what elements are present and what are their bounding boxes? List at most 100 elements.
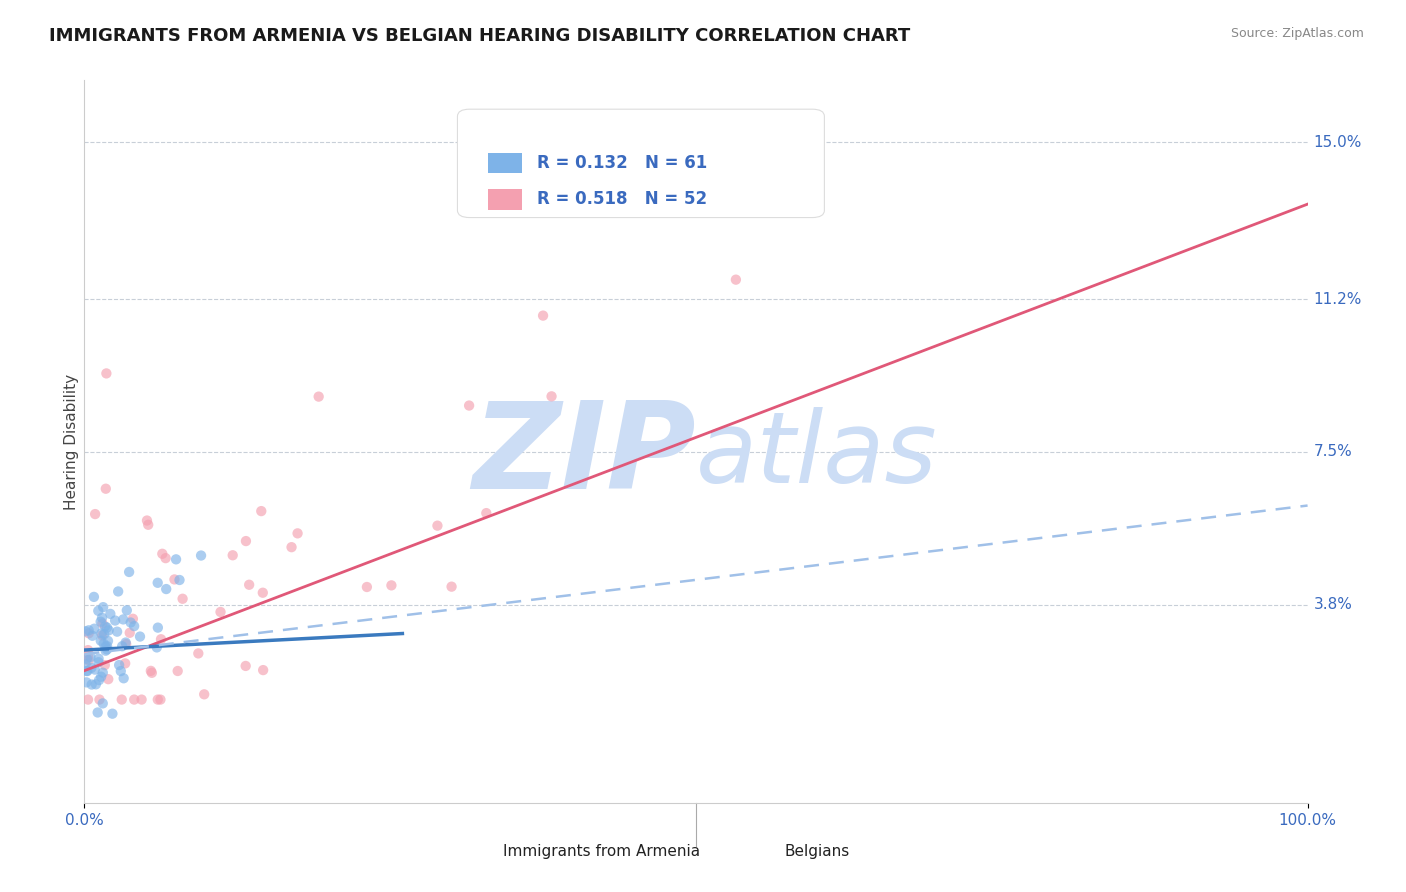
Point xyxy=(77,649,100,664)
Point xyxy=(76,652,98,666)
Point xyxy=(91,600,114,615)
Point xyxy=(112,671,135,685)
Point xyxy=(115,603,138,617)
Point xyxy=(107,584,129,599)
Point xyxy=(94,619,117,633)
Point xyxy=(90,615,112,629)
Point xyxy=(165,552,187,566)
Point xyxy=(87,604,110,618)
Point xyxy=(166,664,188,678)
Point xyxy=(94,482,117,496)
Point xyxy=(141,665,163,680)
Point xyxy=(150,547,173,561)
Point xyxy=(84,507,107,521)
Point xyxy=(235,659,257,673)
Text: 11.2%: 11.2% xyxy=(1313,292,1362,307)
Point xyxy=(724,273,747,287)
Point xyxy=(440,580,463,594)
Point xyxy=(146,692,169,706)
FancyBboxPatch shape xyxy=(488,189,522,210)
Point xyxy=(458,399,481,413)
Point xyxy=(86,706,108,720)
Point xyxy=(187,647,209,661)
Point xyxy=(238,578,260,592)
Point xyxy=(97,624,120,638)
Point xyxy=(96,367,118,381)
Point xyxy=(146,640,169,655)
Point xyxy=(235,534,257,549)
Point xyxy=(91,665,114,680)
Text: R = 0.518   N = 52: R = 0.518 N = 52 xyxy=(537,191,707,209)
Point xyxy=(136,514,159,528)
Point xyxy=(84,677,107,691)
Text: ZIP: ZIP xyxy=(472,398,696,515)
Point xyxy=(114,635,136,649)
FancyBboxPatch shape xyxy=(738,845,776,861)
Point xyxy=(94,658,117,673)
Point xyxy=(252,585,274,599)
Point xyxy=(93,627,115,641)
Point xyxy=(308,390,330,404)
Point xyxy=(146,575,169,590)
FancyBboxPatch shape xyxy=(457,845,494,861)
Point xyxy=(96,639,118,653)
Point xyxy=(250,504,273,518)
Point xyxy=(77,643,100,657)
Point xyxy=(108,658,131,673)
Point xyxy=(75,675,97,690)
Point xyxy=(129,630,152,644)
Point xyxy=(118,565,141,579)
Point xyxy=(252,663,274,677)
Point xyxy=(531,309,554,323)
Point xyxy=(146,621,169,635)
Text: Belgians: Belgians xyxy=(785,845,849,859)
Y-axis label: Hearing Disability: Hearing Disability xyxy=(63,374,79,509)
Point xyxy=(380,578,402,592)
Point xyxy=(83,622,105,636)
Point xyxy=(426,518,449,533)
Point xyxy=(96,621,118,635)
Point xyxy=(475,506,498,520)
Point xyxy=(91,697,114,711)
Point xyxy=(209,605,232,619)
Point xyxy=(77,626,100,640)
Point xyxy=(122,612,145,626)
Point xyxy=(93,637,115,651)
Point xyxy=(98,607,121,621)
Point xyxy=(190,549,212,563)
Point xyxy=(163,573,186,587)
Point xyxy=(97,634,120,648)
Point xyxy=(115,637,138,651)
Point xyxy=(97,672,120,686)
Point xyxy=(111,639,134,653)
Point xyxy=(114,657,136,671)
Text: IMMIGRANTS FROM ARMENIA VS BELGIAN HEARING DISABILITY CORRELATION CHART: IMMIGRANTS FROM ARMENIA VS BELGIAN HEARI… xyxy=(49,27,911,45)
Point xyxy=(356,580,378,594)
Point xyxy=(77,653,100,667)
Text: R = 0.132   N = 61: R = 0.132 N = 61 xyxy=(537,154,707,172)
Point xyxy=(122,692,145,706)
Point xyxy=(87,655,110,669)
Point xyxy=(131,692,153,706)
Point xyxy=(77,692,100,706)
Point xyxy=(172,591,194,606)
Text: 7.5%: 7.5% xyxy=(1313,444,1353,459)
Point xyxy=(280,540,302,554)
Point xyxy=(76,664,98,678)
Text: Source: ZipAtlas.com: Source: ZipAtlas.com xyxy=(1230,27,1364,40)
Point xyxy=(122,619,145,633)
Point xyxy=(110,664,132,678)
Point xyxy=(120,615,142,630)
Point xyxy=(193,687,215,701)
Point xyxy=(91,628,114,642)
Point xyxy=(77,624,100,638)
FancyBboxPatch shape xyxy=(457,109,824,218)
FancyBboxPatch shape xyxy=(488,153,522,173)
Point xyxy=(155,582,177,596)
Point xyxy=(91,616,114,631)
Point xyxy=(96,642,118,657)
Text: 3.8%: 3.8% xyxy=(1313,597,1353,612)
Text: 15.0%: 15.0% xyxy=(1313,135,1362,150)
Point xyxy=(80,677,103,691)
Point xyxy=(111,692,134,706)
